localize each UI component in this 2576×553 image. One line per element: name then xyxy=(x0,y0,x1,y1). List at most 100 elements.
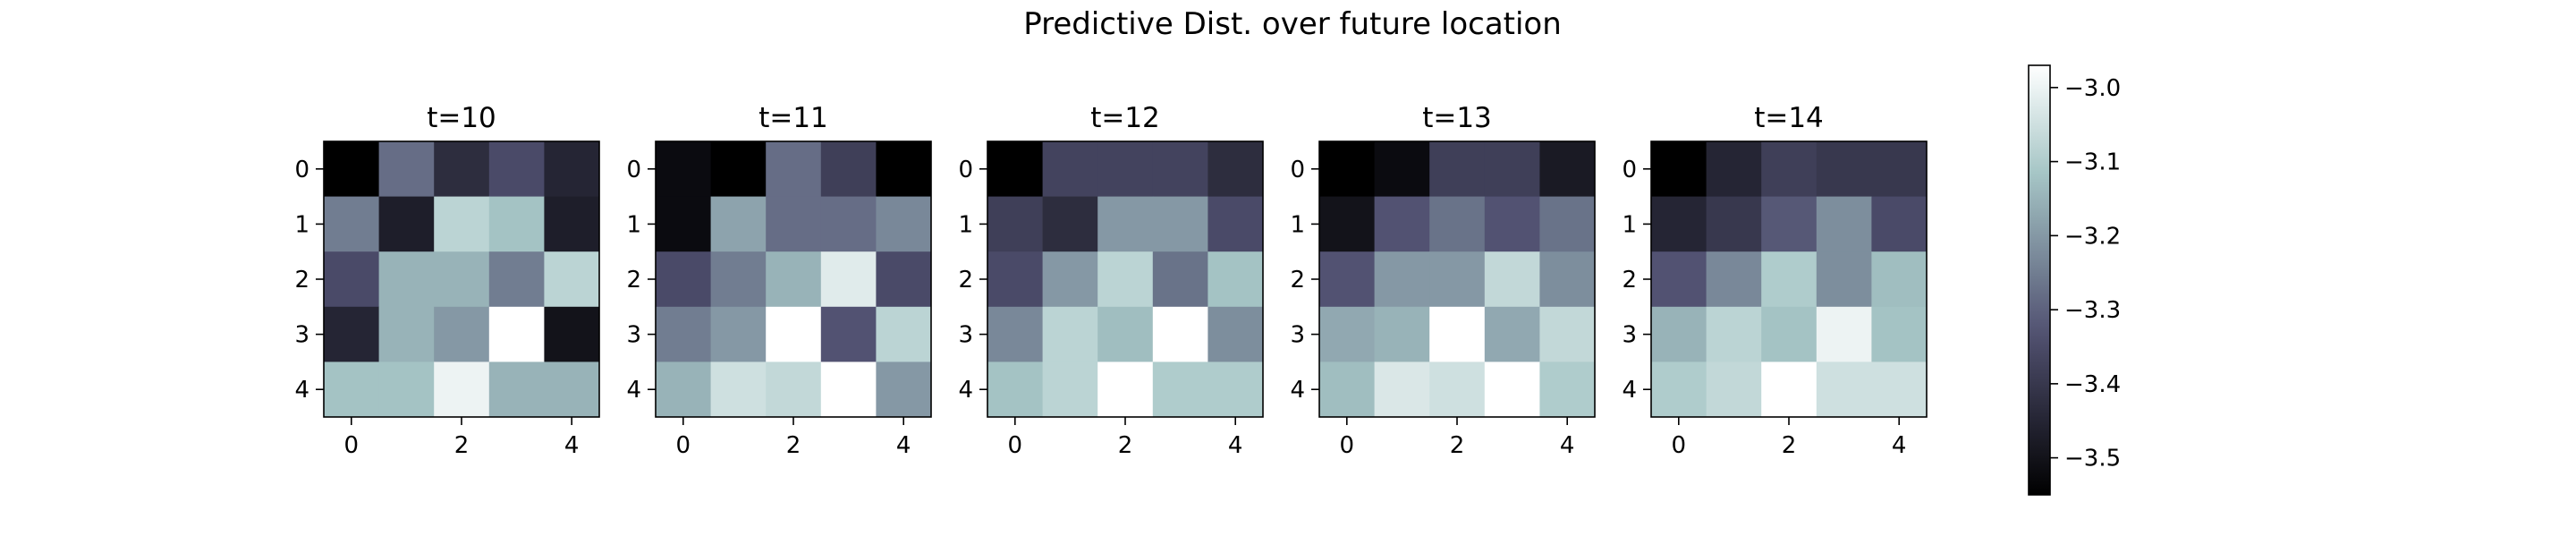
heatmap-cell xyxy=(656,196,712,252)
heatmap-cell xyxy=(820,196,877,252)
heatmap-cell xyxy=(1042,306,1098,362)
heatmap-cell xyxy=(1484,196,1540,252)
heatmap-cell xyxy=(656,251,712,308)
heatmap-cell xyxy=(1152,251,1208,308)
heatmap-cell xyxy=(1429,141,1486,198)
heatmap-cell xyxy=(434,362,490,418)
heatmap-cell xyxy=(1484,362,1540,418)
panel-title: t=10 xyxy=(427,102,496,134)
heatmap-cell xyxy=(656,362,712,418)
heatmap-cell xyxy=(488,196,545,252)
heatmap-cell xyxy=(434,251,490,308)
y-tick-label: 0 xyxy=(1290,157,1305,183)
colorbar-tick-label: −3.2 xyxy=(2064,223,2121,250)
heatmap-cell xyxy=(876,141,932,198)
heatmap-cell xyxy=(1319,196,1376,252)
x-tick-label: 2 xyxy=(454,432,470,459)
heatmap-cell xyxy=(710,362,767,418)
heatmap-cell xyxy=(378,306,435,362)
heatmap-cell xyxy=(1429,362,1486,418)
heatmap-cell xyxy=(1042,141,1098,198)
heatmap-cell xyxy=(1539,306,1596,362)
heatmap-cell xyxy=(1651,196,1707,252)
heatmap-cell xyxy=(1539,362,1596,418)
heatmap-cell xyxy=(544,141,600,198)
x-tick-label: 2 xyxy=(1782,432,1797,459)
heatmap-cell xyxy=(710,306,767,362)
colorbar: −3.0 −3.1 −3.2 −3.3 −3.4 −3.5 xyxy=(2028,64,2121,496)
heatmap-cell xyxy=(434,306,490,362)
colorbar-tick-label: −3.3 xyxy=(2064,297,2121,324)
heatmap-cell xyxy=(1816,196,1872,252)
heatmap-cell xyxy=(766,251,822,308)
colorbar-tick-label: −3.4 xyxy=(2064,371,2121,398)
y-tick-label: 4 xyxy=(958,377,973,404)
x-tick-label: 0 xyxy=(1672,432,1687,459)
heatmap-cell xyxy=(324,196,380,252)
y-tick-label: 0 xyxy=(294,157,309,183)
heatmap-cell xyxy=(378,196,435,252)
x-tick-label: 0 xyxy=(344,432,360,459)
heatmap-cell xyxy=(766,362,822,418)
heatmap-cell xyxy=(1208,196,1264,252)
heatmap-cell xyxy=(1374,196,1430,252)
heatmap-cell xyxy=(1319,362,1376,418)
x-tick-label: 4 xyxy=(1560,432,1575,459)
y-tick-label: 3 xyxy=(958,322,973,349)
heatmap-cell xyxy=(1871,196,1928,252)
y-tick-label: 0 xyxy=(626,157,641,183)
y-tick-label: 3 xyxy=(626,322,641,349)
colorbar-tick-label: −3.5 xyxy=(2064,446,2121,472)
y-tick-label: 4 xyxy=(626,377,641,404)
heatmap-cell xyxy=(1152,362,1208,418)
heatmap-cell xyxy=(544,306,600,362)
heatmap-cell xyxy=(1429,251,1486,308)
heatmap-cell xyxy=(820,141,877,198)
x-tick-label: 4 xyxy=(1228,432,1243,459)
heatmap-cell xyxy=(1816,362,1872,418)
heatmap-cell xyxy=(876,251,932,308)
heatmap-cell xyxy=(820,251,877,308)
colorbar-gradient xyxy=(2029,65,2050,495)
heatmap-cell xyxy=(1706,251,1762,308)
heatmap-cell xyxy=(324,362,380,418)
heatmap-cell xyxy=(544,196,600,252)
heatmap-cell xyxy=(987,251,1044,308)
heatmap-cell xyxy=(434,141,490,198)
heatmap-cell xyxy=(1152,141,1208,198)
heatmap-panel: t=14 0 1 2 3 4 0 2 4 xyxy=(1622,102,1928,459)
y-tick-label: 0 xyxy=(958,157,973,183)
heatmap-cell xyxy=(488,362,545,418)
x-tick-label: 4 xyxy=(896,432,911,459)
heatmap-cell xyxy=(656,306,712,362)
y-tick-label: 3 xyxy=(294,322,309,349)
y-tick-label: 1 xyxy=(1622,211,1637,238)
heatmap-cell xyxy=(544,251,600,308)
x-tick-label: 2 xyxy=(1118,432,1133,459)
heatmap-cell xyxy=(987,306,1044,362)
heatmap-cell xyxy=(1097,141,1154,198)
y-tick-label: 2 xyxy=(1290,267,1305,294)
heatmap-cell xyxy=(987,196,1044,252)
heatmap-cell xyxy=(1097,196,1154,252)
heatmap-cell xyxy=(1651,362,1707,418)
heatmap-cell xyxy=(656,141,712,198)
heatmap-cell xyxy=(1816,141,1872,198)
panel-title: t=11 xyxy=(758,102,828,134)
y-tick-label: 4 xyxy=(294,377,309,404)
y-tick-label: 1 xyxy=(626,211,641,238)
heatmap-panel: t=11 0 1 2 3 4 0 2 4 xyxy=(626,102,932,459)
heatmap-cell xyxy=(544,362,600,418)
heatmap-cell xyxy=(1429,196,1486,252)
heatmap-cell xyxy=(1097,251,1154,308)
heatmap-cell xyxy=(987,141,1044,198)
heatmap-cell xyxy=(1706,141,1762,198)
heatmap-cell xyxy=(1484,141,1540,198)
x-tick-label: 2 xyxy=(786,432,801,459)
heatmap-cell xyxy=(488,141,545,198)
y-tick-label: 4 xyxy=(1622,377,1637,404)
heatmap-cell xyxy=(1208,141,1264,198)
y-tick-label: 3 xyxy=(1622,322,1637,349)
heatmap-cell xyxy=(324,141,380,198)
